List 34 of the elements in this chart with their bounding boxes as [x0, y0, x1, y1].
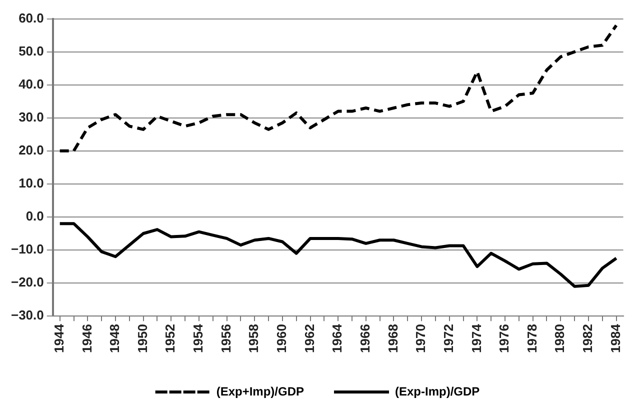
x-tick-label: 1950: [134, 324, 150, 353]
x-tick-label: 1962: [302, 324, 317, 353]
x-tick-label: 1984: [608, 323, 623, 353]
x-tick-label: 1982: [580, 324, 596, 353]
y-tick-label: 30.0: [18, 109, 44, 124]
x-tick-label: 1960: [274, 324, 290, 353]
y-tick-label: −30.0: [10, 308, 44, 323]
y-tick-label: −10.0: [10, 242, 44, 257]
x-tick-label: 1968: [385, 324, 400, 353]
x-tick-label: 1980: [552, 324, 568, 353]
y-tick-label: 0.0: [26, 208, 44, 224]
x-tick-label: 1944: [51, 323, 66, 353]
x-tick-label: 1966: [357, 324, 372, 353]
legend-label: (Exp+Imp)/GDP: [216, 384, 304, 398]
y-tick-label: 60.0: [18, 10, 44, 26]
x-tick-label: 1974: [468, 323, 484, 353]
x-tick-label: 1970: [413, 324, 428, 353]
y-tick-label: 50.0: [18, 43, 44, 58]
x-tick-label: 1976: [496, 324, 512, 353]
x-tick-label: 1958: [246, 324, 262, 353]
y-tick-label: 20.0: [18, 142, 44, 158]
x-tick-label: 1978: [524, 324, 540, 353]
line-series: [58, 24, 618, 152]
x-tick-label: 1954: [190, 323, 206, 353]
x-tick-label: 1956: [218, 324, 234, 353]
x-tick-label: 1952: [162, 324, 178, 353]
y-tick-label: 40.0: [18, 76, 44, 92]
x-tick-label: 1946: [79, 324, 94, 353]
y-tick-label: 10.0: [18, 176, 44, 191]
x-tick-label: 1948: [107, 324, 122, 353]
x-tick-label: 1972: [440, 324, 456, 353]
y-tick-label: −20.0: [10, 274, 44, 290]
x-tick-label: 1964: [330, 323, 345, 353]
legend-label: (Exp-Imp)/GDP: [395, 384, 480, 398]
